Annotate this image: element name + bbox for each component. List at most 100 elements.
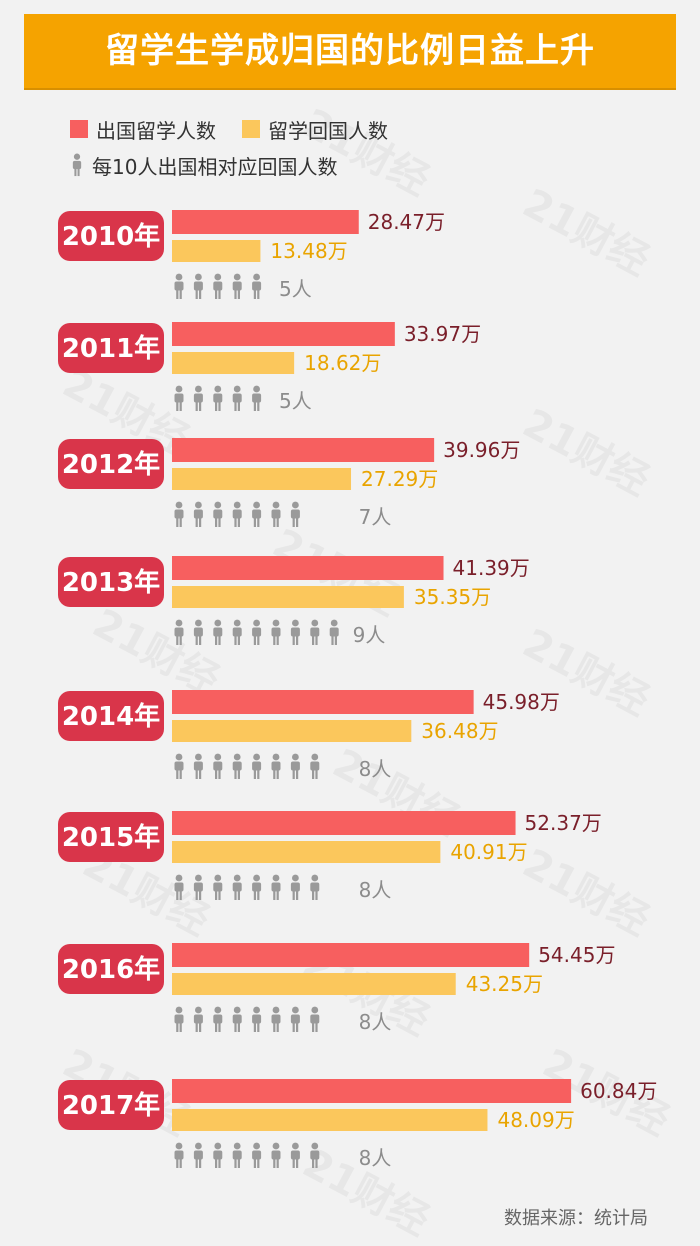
person-head <box>175 1142 183 1150</box>
person-head <box>292 619 299 627</box>
person-leg <box>296 769 299 779</box>
person-body <box>193 393 203 403</box>
person-head <box>175 619 183 627</box>
person-leg <box>276 1158 279 1168</box>
person-body <box>232 1150 242 1160</box>
person-head <box>233 753 241 761</box>
person-body <box>271 882 281 892</box>
person-head <box>233 874 241 882</box>
legend-row-ratio: 每10人出国相对应回国人数 <box>70 150 414 180</box>
legend-label-ratio: 每10人出国相对应回国人数 <box>92 154 338 179</box>
person-icon <box>290 753 300 779</box>
person-leg <box>215 635 218 645</box>
person-head <box>311 874 319 882</box>
person-icon <box>193 874 203 900</box>
person-head <box>292 753 299 761</box>
person-leg <box>237 401 240 411</box>
person-body <box>193 627 203 637</box>
person-body <box>271 509 281 519</box>
person-leg <box>237 890 240 900</box>
person-leg <box>218 289 221 299</box>
person-body <box>213 1150 223 1160</box>
value-label-outbound: 41.39万 <box>453 556 530 580</box>
person-body <box>271 761 281 771</box>
person-leg <box>199 1022 202 1032</box>
person-head <box>272 1006 280 1014</box>
bar-outbound <box>172 811 516 835</box>
person-head <box>195 273 202 281</box>
person-count-label: 5人 <box>279 277 312 301</box>
person-body <box>310 761 320 771</box>
bar-outbound <box>172 943 530 967</box>
person-body <box>271 1150 281 1160</box>
person-leg <box>199 517 202 527</box>
person-icon <box>232 385 242 411</box>
person-body <box>193 761 203 771</box>
person-leg <box>176 890 179 900</box>
person-icon <box>193 1006 203 1032</box>
person-body <box>252 1150 262 1160</box>
person-leg <box>257 401 260 411</box>
person-head <box>195 1006 202 1014</box>
person-icon <box>213 501 223 527</box>
person-leg <box>176 769 179 779</box>
legend: 出国留学人数 留学回国人数 每10人出国相对应回国人数 <box>70 114 414 186</box>
person-icon <box>232 273 242 299</box>
person-head <box>253 501 260 509</box>
person-head <box>253 753 260 761</box>
bar-returned <box>172 1109 488 1131</box>
person-leg <box>215 890 218 900</box>
person-head <box>195 753 202 761</box>
person-icon <box>232 874 242 900</box>
person-icon <box>252 619 262 645</box>
value-label-outbound: 54.45万 <box>538 943 615 967</box>
person-body <box>174 393 184 403</box>
year-label: 2017年 <box>62 1090 160 1121</box>
person-head <box>292 1142 299 1150</box>
person-body <box>252 393 262 403</box>
person-body <box>290 1014 300 1024</box>
person-leg <box>276 890 279 900</box>
person-icon <box>174 501 184 527</box>
year-group-5: 2015年 52.37万 40.91万 8人 <box>58 811 602 902</box>
legend-label-returned: 留学回国人数 <box>268 118 388 143</box>
person-leg <box>334 635 337 645</box>
bar-outbound <box>172 438 435 462</box>
person-leg <box>273 635 276 645</box>
value-label-returned: 40.91万 <box>450 840 527 864</box>
year-group-3: 2013年 41.39万 35.35万 9人 <box>58 556 530 647</box>
legend-item-ratio: 每10人出国相对应回国人数 <box>70 151 337 180</box>
person-head <box>311 1142 319 1150</box>
person-head <box>253 874 260 882</box>
person-leg <box>215 401 218 411</box>
person-icon <box>174 1006 184 1032</box>
person-body <box>232 627 242 637</box>
legend-row-bars: 出国留学人数 留学回国人数 <box>70 114 414 144</box>
person-leg <box>237 289 240 299</box>
value-label-returned: 13.48万 <box>270 239 347 263</box>
person-head <box>214 874 222 882</box>
person-leg <box>215 289 218 299</box>
person-icon <box>174 385 184 411</box>
person-head <box>214 501 222 509</box>
person-leg <box>276 517 279 527</box>
person-body <box>290 509 300 519</box>
person-icon <box>174 753 184 779</box>
person-icon <box>72 153 82 177</box>
person-icon <box>193 1142 203 1168</box>
year-badge <box>58 1080 164 1130</box>
person-body <box>310 1014 320 1024</box>
person-head <box>233 1006 241 1014</box>
person-body <box>193 509 203 519</box>
bar-returned <box>172 240 261 262</box>
year-badge <box>58 944 164 994</box>
year-label: 2013年 <box>62 567 160 598</box>
person-leg <box>253 1022 256 1032</box>
person-icon <box>271 1142 281 1168</box>
person-head <box>292 1006 299 1014</box>
person-leg <box>218 517 221 527</box>
person-leg <box>199 401 202 411</box>
person-leg <box>292 517 295 527</box>
value-label-returned: 36.48万 <box>421 719 498 743</box>
person-leg <box>179 517 182 527</box>
